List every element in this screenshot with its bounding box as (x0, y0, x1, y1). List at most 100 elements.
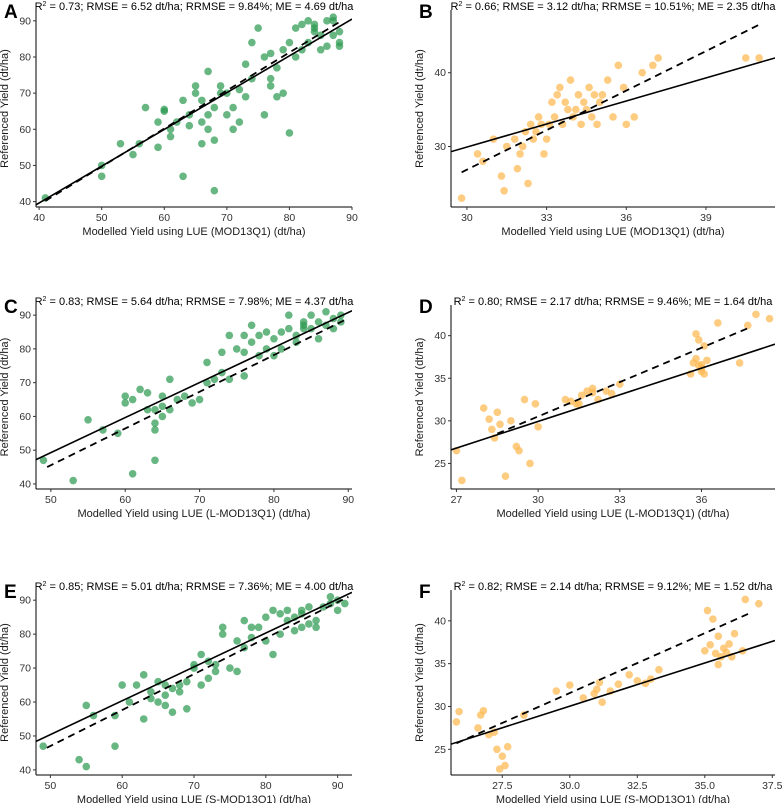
data-point (266, 49, 275, 58)
x-tick-label: 80 (260, 780, 272, 792)
data-point (147, 688, 155, 696)
one-to-one-dashed-line (46, 319, 345, 468)
data-point (479, 157, 487, 166)
data-point (593, 685, 601, 694)
r2-symbol: R (454, 581, 462, 593)
data-point (614, 680, 623, 689)
stats-annotation: R2 = 0.83; RMSE = 5.64 dt/ha; RRMSE = 7.… (35, 296, 355, 308)
y-axis-title: Referenced Yield (dt/ha) (414, 49, 426, 168)
y-tick-label: 90 (19, 15, 31, 27)
stats-annotation: R2 = 0.80; RMSE = 2.17 dt/ha; RRMSE = 9.… (454, 296, 774, 308)
data-point (333, 606, 342, 615)
data-point (273, 92, 281, 101)
x-tick-label: 33 (614, 494, 626, 506)
y-tick-label: 30 (434, 141, 446, 153)
x-axis-title: Modelled Yield using LUE (MOD13Q1) (dt/h… (501, 226, 724, 238)
data-point (701, 647, 709, 655)
panel-letter: B (419, 2, 433, 23)
data-point (458, 476, 466, 485)
data-point (240, 616, 249, 625)
data-point (191, 82, 200, 90)
data-point (175, 688, 184, 696)
data-point (229, 103, 237, 112)
r2-symbol: R (454, 296, 462, 308)
x-tick-label: 70 (188, 780, 200, 792)
data-point (703, 356, 711, 365)
data-point (730, 629, 739, 638)
r2-symbol: R (35, 581, 43, 593)
data-point (630, 113, 639, 121)
data-point (694, 336, 703, 344)
data-point (183, 705, 191, 713)
reference-lines (451, 613, 775, 745)
data-point (598, 91, 607, 99)
data-point (254, 623, 263, 632)
y-tick-label: 80 (19, 629, 31, 641)
data-point (607, 389, 616, 398)
data-point (341, 599, 349, 608)
data-point (128, 470, 137, 478)
one-to-one-dashed-line (461, 23, 760, 174)
data-point (129, 150, 137, 159)
data-point (572, 105, 580, 114)
data-point (225, 331, 234, 340)
data-point (531, 400, 540, 408)
panel-letter: A (4, 2, 18, 23)
data-point (269, 606, 277, 615)
data-point (518, 142, 527, 151)
data-point (260, 111, 269, 119)
y-axis-title: Referenced Yield (dt/ha) (0, 338, 11, 457)
data-point (616, 380, 624, 389)
data-point (625, 670, 633, 679)
data-point (577, 391, 586, 400)
data-point (223, 111, 231, 119)
data-point (97, 172, 106, 181)
x-tick-label: 50 (45, 494, 57, 506)
data-point (132, 681, 141, 689)
panel-b: 30 33 36 39 30 40 Modelled Yield using LUE (MO… (414, 1, 776, 238)
data-point (279, 89, 287, 97)
y-axis-title: Referenced Yield (dt/ha) (414, 338, 426, 457)
data-point (598, 698, 606, 706)
data-point (235, 85, 244, 94)
data-point (185, 121, 194, 130)
data-point (240, 372, 248, 380)
data-point (500, 186, 508, 195)
y-tick-label: 35 (434, 658, 446, 670)
data-point (722, 648, 731, 657)
stats-annotation: R2 = 0.73; RMSE = 6.52 dt/ha; RRMSE = 9.… (35, 1, 355, 13)
data-point (335, 27, 344, 36)
data-point (285, 38, 294, 47)
x-axis-title: Modelled Yield using LUE (S-MOD13Q1) (dt… (496, 794, 730, 803)
data-point (241, 92, 250, 101)
data-point (291, 53, 300, 61)
data-point (305, 603, 313, 611)
data-point (633, 676, 642, 685)
r2-symbol: R (35, 1, 43, 13)
data-point (141, 103, 150, 112)
x-tick-label: 33 (541, 212, 553, 224)
data-point (700, 370, 709, 378)
x-axis-title: Modelled Yield using LUE (S-MOD13Q1) (dt… (77, 794, 311, 803)
data-point (553, 91, 562, 99)
x-tick-label: 27.5 (492, 780, 513, 792)
one-to-one-dashed-line (46, 595, 349, 749)
x-tick-label: 32.5 (627, 780, 648, 792)
data-point (564, 105, 572, 114)
r2-superscript: 2 (43, 581, 47, 588)
data-point (39, 742, 47, 750)
data-point (168, 708, 177, 717)
x-tick-label: 30.0 (560, 780, 581, 792)
data-point (247, 321, 256, 330)
data-point (556, 83, 564, 92)
x-tick-label: 60 (116, 780, 128, 792)
reference-lines (36, 591, 352, 749)
data-point (255, 331, 263, 340)
data-points (41, 13, 344, 202)
data-point (714, 632, 723, 641)
data-point (273, 64, 281, 72)
data-point (266, 74, 275, 83)
data-point (526, 459, 534, 468)
reference-lines (451, 326, 775, 451)
